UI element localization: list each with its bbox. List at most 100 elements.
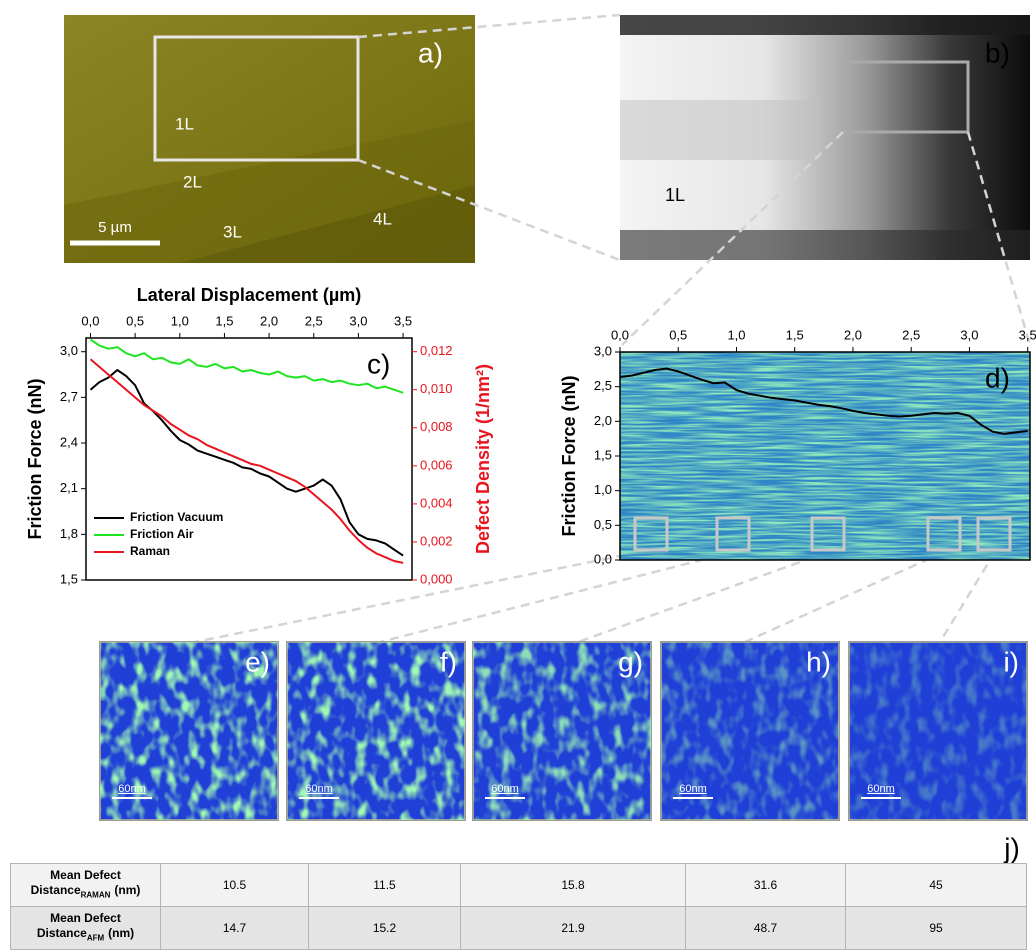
y-tick-label: 3,0 xyxy=(594,343,612,358)
table-cell: 11.5 xyxy=(308,863,461,907)
layer-label: 2L xyxy=(183,172,202,191)
x-tick-label: 3,0 xyxy=(349,313,367,328)
y2-tick-label: 0,012 xyxy=(420,343,453,358)
scale-bar-label: 5 µm xyxy=(98,219,132,236)
y-axis-label: Friction Force (nN) xyxy=(559,375,579,536)
y-tick-label: 2,1 xyxy=(60,480,78,495)
afm-texture xyxy=(473,642,651,820)
sample-box xyxy=(633,516,669,552)
sample-box xyxy=(810,516,846,552)
y2-tick-label: 0,000 xyxy=(420,571,453,586)
series-line xyxy=(89,358,404,564)
connector xyxy=(621,131,844,346)
connector xyxy=(194,550,641,644)
row-header-text: Mean Defect Distance xyxy=(36,910,121,940)
panel-label: j) xyxy=(1003,832,1020,863)
table-cell: 10.5 xyxy=(160,863,309,907)
y-tick-label: 1,5 xyxy=(594,447,612,462)
plot-frame xyxy=(85,337,413,581)
y-tick-label: 0,5 xyxy=(594,517,612,532)
afm-texture xyxy=(287,642,465,820)
series-line xyxy=(619,367,1028,435)
panel-label: i) xyxy=(1003,646,1019,677)
row-header-text: Mean Defect Distance xyxy=(30,867,121,897)
y-tick-label: 1,5 xyxy=(60,571,78,586)
y2-tick-label: 0,004 xyxy=(420,495,453,510)
layer-label: 1L xyxy=(175,114,194,133)
row-header: Mean Defect DistanceRAMAN (nm) xyxy=(10,863,161,907)
sample-box xyxy=(715,516,751,552)
afm-texture xyxy=(849,642,1027,820)
x-tick-label: 2,0 xyxy=(260,313,278,328)
y-axis-label: Friction Force (nN) xyxy=(25,378,45,539)
connector xyxy=(577,550,829,644)
image-band xyxy=(620,230,1030,260)
sample-box xyxy=(976,516,1012,552)
legend-label: Friction Vacuum xyxy=(130,510,223,524)
panel-label: d) xyxy=(985,362,1010,393)
afm-texture xyxy=(661,642,839,820)
scale-bar-label: 60nm xyxy=(118,783,146,795)
afm-texture xyxy=(620,352,1030,560)
y2-tick-label: 0,006 xyxy=(420,457,453,472)
panel-label: e) xyxy=(245,646,270,677)
y2-axis-label: Defect Density (1/nm²) xyxy=(473,364,493,554)
y2-tick-label: 0,010 xyxy=(420,381,453,396)
table-cell: 95 xyxy=(845,906,1027,950)
defect-table: Mean Defect DistanceRAMAN (nm) 10.5 11.5 15.… xyxy=(10,863,1027,950)
x-axis-label: Lateral Displacement (µm) xyxy=(137,285,361,305)
zoom-box xyxy=(841,60,970,134)
x-tick-label: 0,5 xyxy=(669,327,687,342)
panel-label: f) xyxy=(440,646,457,677)
row-header: Mean Defect DistanceAFM (nm) xyxy=(10,906,161,950)
x-tick-label: 1,5 xyxy=(215,313,233,328)
panel-label: h) xyxy=(806,646,831,677)
layer-label: 1L xyxy=(665,185,685,205)
table-cell: 45 xyxy=(845,863,1027,907)
connector xyxy=(357,158,621,262)
x-tick-label: 0,5 xyxy=(126,313,144,328)
connectors xyxy=(194,13,1032,644)
table-cell: 15.8 xyxy=(460,863,686,907)
scale-bar-label: 60nm xyxy=(867,783,895,795)
legend-label: Friction Air xyxy=(130,527,194,541)
sample-box xyxy=(926,516,962,552)
y-tick-label: 2,0 xyxy=(594,413,612,428)
x-tick-label: 0,0 xyxy=(611,327,629,342)
legend-label: Raman xyxy=(130,544,170,558)
table-cell: 14.7 xyxy=(160,906,309,950)
connector xyxy=(744,550,945,644)
row-header-sub: AFM xyxy=(86,933,105,943)
panel-label: g) xyxy=(618,646,643,677)
y-tick-label: 1,8 xyxy=(60,526,78,541)
scale-bar-label: 60nm xyxy=(305,783,333,795)
y-tick-label: 2,4 xyxy=(60,434,78,449)
x-tick-label: 1,0 xyxy=(171,313,189,328)
x-tick-label: 1,5 xyxy=(786,327,804,342)
y-tick-label: 2,7 xyxy=(60,389,78,404)
table-row: Mean Defect DistanceRAMAN (nm) 10.5 11.5 15.… xyxy=(10,863,1027,907)
scale-bar-label: 60nm xyxy=(679,783,707,795)
x-tick-label: 1,0 xyxy=(727,327,745,342)
table-cell: 15.2 xyxy=(308,906,461,950)
panel-label: b) xyxy=(985,37,1010,68)
row-header-sub: RAMAN xyxy=(80,890,111,900)
scale-bar-label: 60nm xyxy=(491,783,519,795)
row-header-unit: (nm) xyxy=(114,882,141,897)
panel-label: a) xyxy=(418,37,443,68)
connector xyxy=(379,550,734,644)
y-tick-label: 1,0 xyxy=(594,482,612,497)
layer-label: 3L xyxy=(223,222,242,241)
zoom-box xyxy=(153,35,360,162)
y-tick-label: 3,0 xyxy=(60,343,78,358)
y2-tick-label: 0,008 xyxy=(420,419,453,434)
x-tick-label: 2,5 xyxy=(902,327,920,342)
row-header-unit: (nm) xyxy=(108,925,135,940)
connector xyxy=(966,131,1032,346)
layer-region xyxy=(180,185,475,263)
table-row: Mean Defect DistanceAFM (nm) 14.7 15.2 21.9 4… xyxy=(10,906,1027,950)
series-line xyxy=(89,369,404,557)
panel-label: c) xyxy=(367,348,390,379)
